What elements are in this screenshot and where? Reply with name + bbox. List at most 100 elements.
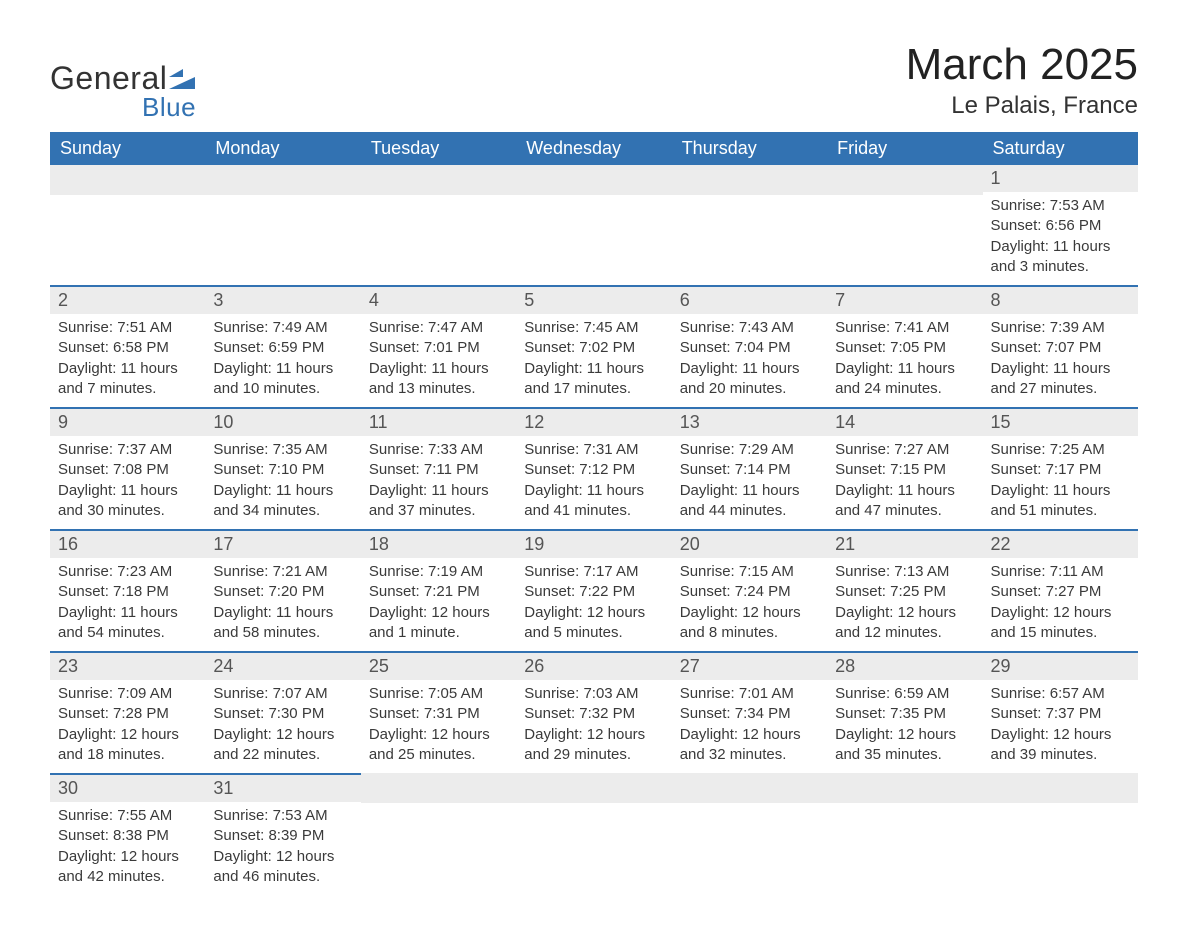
sunrise-text: Sunrise: 7:41 AM (835, 318, 974, 338)
logo-text-1: General (50, 62, 167, 94)
day-number: 27 (672, 651, 827, 680)
calendar-cell (827, 165, 982, 285)
day-number: 4 (361, 285, 516, 314)
daylight-text: Daylight: 11 hours and 30 minutes. (58, 481, 197, 522)
daylight-text: Daylight: 12 hours and 18 minutes. (58, 725, 197, 766)
empty-day (361, 165, 516, 195)
sunset-text: Sunset: 8:39 PM (213, 826, 352, 846)
sunset-text: Sunset: 7:01 PM (369, 338, 508, 358)
sunset-text: Sunset: 7:18 PM (58, 582, 197, 602)
day-body: Sunrise: 7:37 AMSunset: 7:08 PMDaylight:… (50, 436, 205, 529)
calendar-cell: 26Sunrise: 7:03 AMSunset: 7:32 PMDayligh… (516, 651, 671, 773)
daylight-text: Daylight: 11 hours and 44 minutes. (680, 481, 819, 522)
day-number: 1 (983, 165, 1138, 192)
day-number: 13 (672, 407, 827, 436)
sunset-text: Sunset: 7:21 PM (369, 582, 508, 602)
sunset-text: Sunset: 7:37 PM (991, 704, 1130, 724)
calendar-cell: 28Sunrise: 6:59 AMSunset: 7:35 PMDayligh… (827, 651, 982, 773)
day-number: 14 (827, 407, 982, 436)
calendar-cell: 18Sunrise: 7:19 AMSunset: 7:21 PMDayligh… (361, 529, 516, 651)
daylight-text: Daylight: 11 hours and 17 minutes. (524, 359, 663, 400)
sunrise-text: Sunrise: 7:47 AM (369, 318, 508, 338)
sunrise-text: Sunrise: 7:07 AM (213, 684, 352, 704)
day-number: 5 (516, 285, 671, 314)
calendar-cell: 30Sunrise: 7:55 AMSunset: 8:38 PMDayligh… (50, 773, 205, 895)
calendar-cell (50, 165, 205, 285)
day-number: 3 (205, 285, 360, 314)
sunrise-text: Sunrise: 7:49 AM (213, 318, 352, 338)
calendar-cell: 10Sunrise: 7:35 AMSunset: 7:10 PMDayligh… (205, 407, 360, 529)
day-body: Sunrise: 7:09 AMSunset: 7:28 PMDaylight:… (50, 680, 205, 773)
sunrise-text: Sunrise: 7:05 AM (369, 684, 508, 704)
empty-day (516, 165, 671, 195)
sunset-text: Sunset: 7:14 PM (680, 460, 819, 480)
calendar-cell (205, 165, 360, 285)
day-number: 26 (516, 651, 671, 680)
calendar-week-row: 9Sunrise: 7:37 AMSunset: 7:08 PMDaylight… (50, 407, 1138, 529)
day-number: 10 (205, 407, 360, 436)
sunset-text: Sunset: 7:15 PM (835, 460, 974, 480)
day-body: Sunrise: 7:23 AMSunset: 7:18 PMDaylight:… (50, 558, 205, 651)
day-body: Sunrise: 7:11 AMSunset: 7:27 PMDaylight:… (983, 558, 1138, 651)
day-number: 9 (50, 407, 205, 436)
calendar-cell: 25Sunrise: 7:05 AMSunset: 7:31 PMDayligh… (361, 651, 516, 773)
daylight-text: Daylight: 11 hours and 24 minutes. (835, 359, 974, 400)
daylight-text: Daylight: 11 hours and 58 minutes. (213, 603, 352, 644)
calendar-cell (827, 773, 982, 895)
calendar-week-row: 1Sunrise: 7:53 AMSunset: 6:56 PMDaylight… (50, 165, 1138, 285)
daylight-text: Daylight: 11 hours and 41 minutes. (524, 481, 663, 522)
sunset-text: Sunset: 6:58 PM (58, 338, 197, 358)
daylight-text: Daylight: 12 hours and 39 minutes. (991, 725, 1130, 766)
daylight-text: Daylight: 11 hours and 7 minutes. (58, 359, 197, 400)
day-body: Sunrise: 7:35 AMSunset: 7:10 PMDaylight:… (205, 436, 360, 529)
daylight-text: Daylight: 12 hours and 29 minutes. (524, 725, 663, 766)
sunset-text: Sunset: 7:30 PM (213, 704, 352, 724)
calendar-cell (361, 773, 516, 895)
sunrise-text: Sunrise: 7:31 AM (524, 440, 663, 460)
sunset-text: Sunset: 7:17 PM (991, 460, 1130, 480)
empty-day (827, 773, 982, 803)
day-number: 25 (361, 651, 516, 680)
calendar-cell: 19Sunrise: 7:17 AMSunset: 7:22 PMDayligh… (516, 529, 671, 651)
calendar-week-row: 2Sunrise: 7:51 AMSunset: 6:58 PMDaylight… (50, 285, 1138, 407)
sunset-text: Sunset: 7:25 PM (835, 582, 974, 602)
sunrise-text: Sunrise: 7:39 AM (991, 318, 1130, 338)
calendar-week-row: 30Sunrise: 7:55 AMSunset: 8:38 PMDayligh… (50, 773, 1138, 895)
day-body: Sunrise: 7:13 AMSunset: 7:25 PMDaylight:… (827, 558, 982, 651)
calendar-cell (983, 773, 1138, 895)
calendar-cell: 16Sunrise: 7:23 AMSunset: 7:18 PMDayligh… (50, 529, 205, 651)
calendar-cell: 4Sunrise: 7:47 AMSunset: 7:01 PMDaylight… (361, 285, 516, 407)
day-body: Sunrise: 7:07 AMSunset: 7:30 PMDaylight:… (205, 680, 360, 773)
sunrise-text: Sunrise: 6:57 AM (991, 684, 1130, 704)
calendar-cell: 22Sunrise: 7:11 AMSunset: 7:27 PMDayligh… (983, 529, 1138, 651)
sunset-text: Sunset: 7:11 PM (369, 460, 508, 480)
calendar-cell: 23Sunrise: 7:09 AMSunset: 7:28 PMDayligh… (50, 651, 205, 773)
calendar-cell: 27Sunrise: 7:01 AMSunset: 7:34 PMDayligh… (672, 651, 827, 773)
sunset-text: Sunset: 7:08 PM (58, 460, 197, 480)
daylight-text: Daylight: 11 hours and 13 minutes. (369, 359, 508, 400)
sunrise-text: Sunrise: 7:29 AM (680, 440, 819, 460)
sunset-text: Sunset: 7:34 PM (680, 704, 819, 724)
weekday-header: Friday (827, 132, 982, 165)
day-body: Sunrise: 7:01 AMSunset: 7:34 PMDaylight:… (672, 680, 827, 773)
day-body: Sunrise: 7:19 AMSunset: 7:21 PMDaylight:… (361, 558, 516, 651)
day-body: Sunrise: 6:57 AMSunset: 7:37 PMDaylight:… (983, 680, 1138, 773)
day-body: Sunrise: 7:47 AMSunset: 7:01 PMDaylight:… (361, 314, 516, 407)
sunrise-text: Sunrise: 7:35 AM (213, 440, 352, 460)
daylight-text: Daylight: 12 hours and 46 minutes. (213, 847, 352, 888)
day-number: 11 (361, 407, 516, 436)
weekday-header: Monday (205, 132, 360, 165)
calendar-cell: 21Sunrise: 7:13 AMSunset: 7:25 PMDayligh… (827, 529, 982, 651)
sunrise-text: Sunrise: 7:55 AM (58, 806, 197, 826)
day-body: Sunrise: 7:53 AMSunset: 8:39 PMDaylight:… (205, 802, 360, 895)
title-block: March 2025 Le Palais, France (906, 40, 1138, 120)
weekday-header: Thursday (672, 132, 827, 165)
empty-day (205, 165, 360, 195)
month-title: March 2025 (906, 40, 1138, 90)
calendar-cell: 31Sunrise: 7:53 AMSunset: 8:39 PMDayligh… (205, 773, 360, 895)
day-body: Sunrise: 7:53 AMSunset: 6:56 PMDaylight:… (983, 192, 1138, 285)
daylight-text: Daylight: 11 hours and 51 minutes. (991, 481, 1130, 522)
calendar-cell: 2Sunrise: 7:51 AMSunset: 6:58 PMDaylight… (50, 285, 205, 407)
calendar-table: SundayMondayTuesdayWednesdayThursdayFrid… (50, 132, 1138, 895)
logo-shape-icon (169, 69, 195, 89)
